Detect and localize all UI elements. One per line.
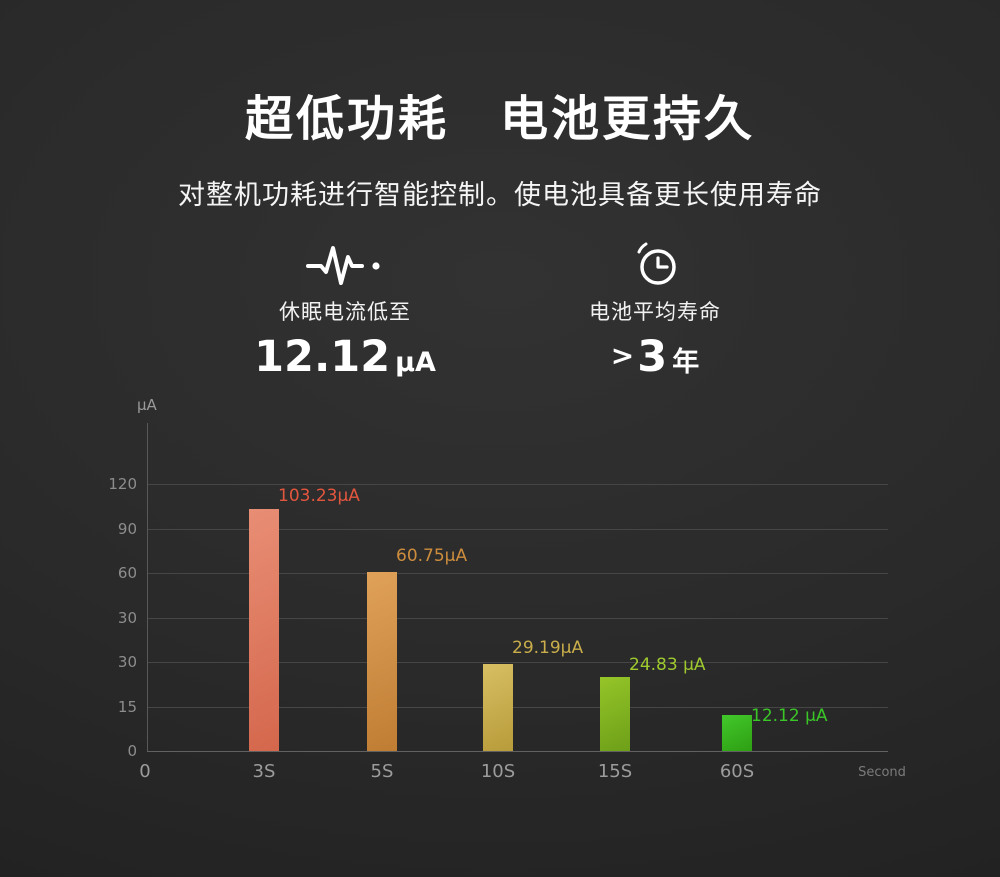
feature-value-prefix: > (610, 339, 635, 372)
bar-60S (722, 715, 752, 751)
bar-value-label: 103.23μA (278, 485, 360, 506)
grid-line (148, 662, 888, 663)
bar-value-label: 29.19μA (512, 638, 584, 659)
feature-value-number: 3 (637, 332, 668, 382)
x-origin-label: 0 (139, 761, 151, 782)
bar-value-label: 12.12 μA (751, 706, 828, 727)
bar-15S (600, 677, 630, 751)
y-tick-label: 15 (117, 697, 137, 716)
x-tick-label: 10S (480, 761, 516, 782)
x-tick-label: 60S (719, 761, 755, 782)
feature-value: >3 年 (505, 336, 805, 379)
y-tick-label: 60 (117, 564, 137, 582)
feature-value: 12.12 μA (195, 336, 495, 379)
y-tick-label: 0 (127, 742, 137, 760)
bar-value-label: 60.75μA (396, 545, 468, 566)
feature-label: 休眠电流低至 (279, 300, 411, 324)
page-title: 超低功耗 电池更持久 (244, 91, 755, 147)
grid-line (148, 528, 888, 530)
grid-line (148, 484, 888, 485)
feature-battery-life: 电池平均寿命 >3 年 (505, 240, 805, 379)
page-header: 超低功耗 电池更持久 对整机功耗进行智能控制。使电池具备更长使用寿命 (0, 0, 1000, 212)
feature-value-unit: μA (395, 347, 436, 378)
bar-value-label: 24.83 μA (629, 655, 706, 676)
x-axis-title: Second (858, 765, 906, 780)
feature-sleep-current: 休眠电流低至 12.12 μA (195, 240, 495, 379)
feature-value-number: 12.12 (254, 332, 391, 382)
y-tick-label: 30 (117, 608, 137, 627)
y-axis-line (147, 423, 148, 751)
y-tick-label: 90 (117, 519, 137, 538)
feature-label: 电池平均寿命 (589, 300, 721, 324)
alarm-clock-icon (505, 240, 805, 288)
x-axis-line (147, 751, 888, 752)
bar-5S (367, 571, 397, 751)
y-axis-title: μA (137, 396, 157, 414)
x-tick-label: 15S (597, 761, 633, 782)
grid-line (148, 706, 888, 708)
y-tick-label: 30 (117, 653, 137, 671)
x-tick-label: 3S (252, 761, 276, 782)
bar-10S (483, 664, 513, 751)
pulse-waveform-icon (195, 240, 495, 288)
features-row: 休眠电流低至 12.12 μA 电池平均寿命 >3 年 (195, 240, 805, 379)
page-subtitle: 对整机功耗进行智能控制。使电池具备更长使用寿命 (178, 180, 822, 212)
feature-value-unit: 年 (672, 347, 700, 378)
bar-3S (249, 508, 279, 751)
y-tick-label: 120 (108, 475, 137, 493)
grid-line (148, 573, 888, 574)
grid-line (148, 617, 888, 619)
x-tick-label: 5S (370, 761, 394, 782)
